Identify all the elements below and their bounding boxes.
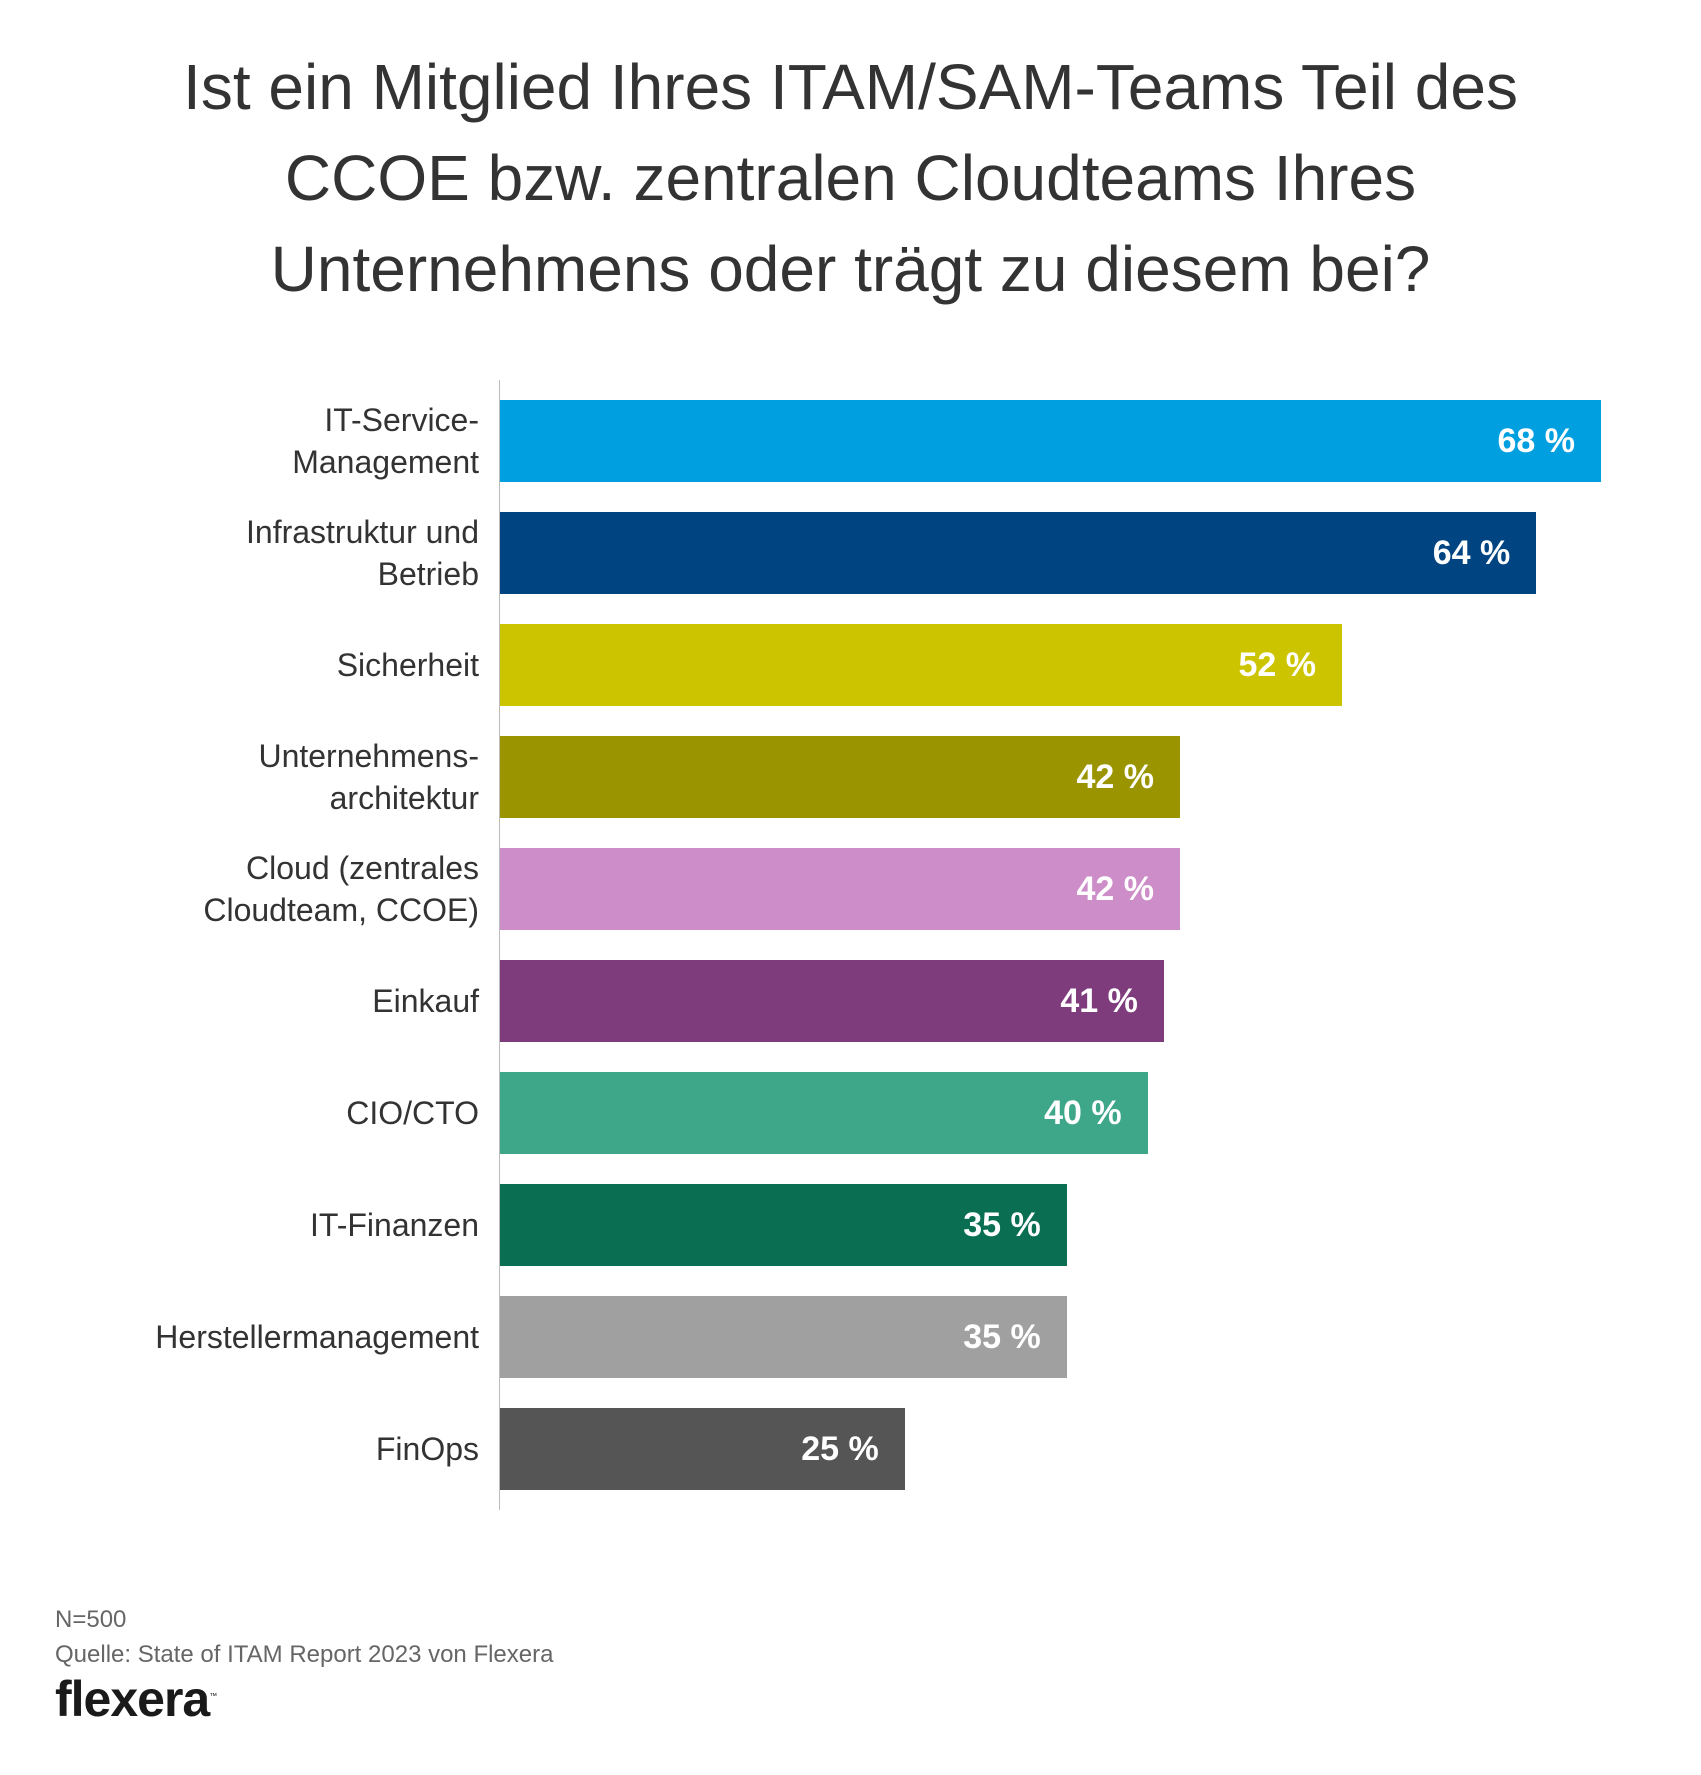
bar-row: Einkauf 41 % <box>0 960 1701 1042</box>
bar: 42 % <box>500 848 1181 930</box>
category-label: Einkauf <box>372 983 479 1019</box>
bar: 35 % <box>500 1296 1067 1378</box>
bar-row: IT-Service- Management 68 % <box>0 400 1701 482</box>
category-label: Unternehmens- architektur <box>258 738 479 816</box>
bar: 64 % <box>500 512 1537 594</box>
category-label: Herstellermanagement <box>155 1319 479 1355</box>
bar: 68 % <box>500 400 1601 482</box>
bar-row: Unternehmens- architektur 42 % <box>0 736 1701 818</box>
category-label: Sicherheit <box>336 647 479 683</box>
bar: 52 % <box>500 624 1342 706</box>
bar: 42 % <box>500 736 1181 818</box>
bar: 25 % <box>500 1408 905 1490</box>
bar-chart: IT-Service- Management 68 % Infrastruktur … <box>0 380 1701 1520</box>
logo-tm: ™ <box>209 1691 218 1701</box>
logo-text: flexera <box>55 1671 210 1727</box>
bar-row: CIO/CTO 40 % <box>0 1072 1701 1154</box>
title-line: Ist ein Mitglied Ihres ITAM/SAM-Teams Te… <box>183 51 1518 123</box>
category-label: IT-Finanzen <box>310 1207 479 1243</box>
category-label: Cloud (zentrales Cloudteam, CCOE) <box>203 850 479 928</box>
bar: 41 % <box>500 960 1164 1042</box>
chart-title: Ist ein Mitglied Ihres ITAM/SAM-Teams Te… <box>60 42 1641 315</box>
data-label: 40 % <box>1044 1094 1122 1132</box>
source-note: Quelle: State of ITAM Report 2023 von Fl… <box>55 1641 554 1668</box>
title-line: Unternehmens oder trägt zu diesem bei? <box>270 233 1431 305</box>
data-label: 64 % <box>1432 534 1511 572</box>
bar-row: Infrastruktur und Betrieb 64 % <box>0 512 1701 594</box>
data-label: 41 % <box>1060 982 1138 1020</box>
bar: 35 % <box>500 1184 1067 1266</box>
data-label: 42 % <box>1076 758 1155 796</box>
title-line: CCOE bzw. zentralen Cloudteams Ihres <box>284 142 1417 214</box>
bar-row: Sicherheit 52 % <box>0 624 1701 706</box>
bar-row: IT-Finanzen 35 % <box>0 1184 1701 1266</box>
category-label: IT-Service- Management <box>292 402 479 480</box>
bar-row: Herstellermanagement 35 % <box>0 1296 1701 1378</box>
flexera-logo: flexera™ <box>55 1670 217 1728</box>
category-label: FinOps <box>375 1431 479 1467</box>
data-label: 52 % <box>1238 646 1316 684</box>
data-label: 42 % <box>1076 870 1155 908</box>
sample-size: N=500 <box>55 1606 127 1633</box>
data-label: 25 % <box>801 1430 879 1468</box>
data-label: 35 % <box>963 1318 1041 1356</box>
data-label: 35 % <box>963 1206 1041 1244</box>
category-label: Infrastruktur und Betrieb <box>246 514 479 592</box>
data-label: 68 % <box>1497 422 1576 460</box>
category-label: CIO/CTO <box>346 1095 479 1131</box>
bar-row: Cloud (zentrales Cloudteam, CCOE) 42 % <box>0 848 1701 930</box>
bar-row: FinOps 25 % <box>0 1408 1701 1490</box>
footer: N=500 Quelle: State of ITAM Report 2023 … <box>55 1602 553 1672</box>
bar: 40 % <box>500 1072 1148 1154</box>
y-axis-line <box>499 380 500 1510</box>
